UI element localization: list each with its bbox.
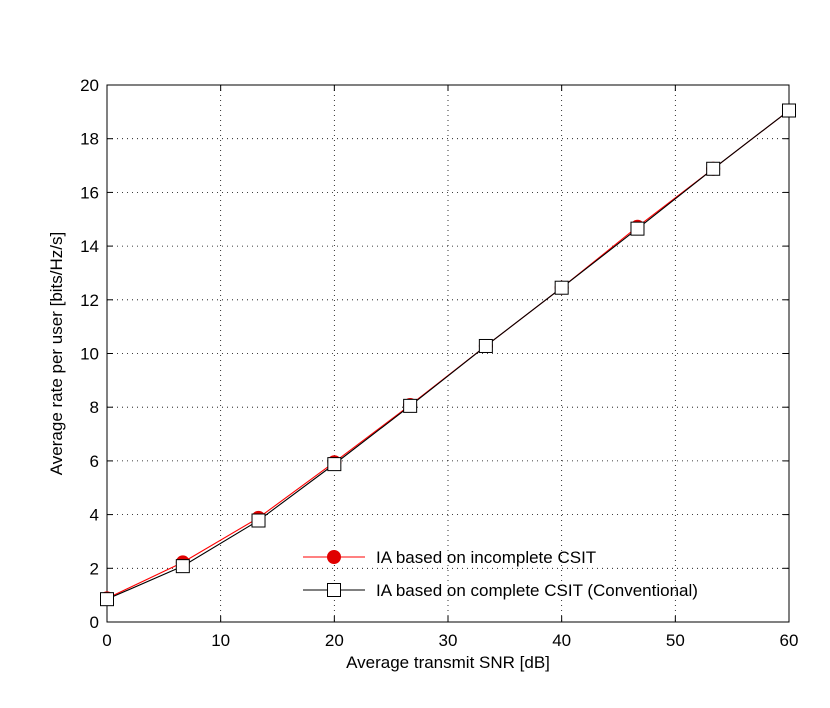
legend-marker-1 xyxy=(327,550,341,564)
x-axis-label: Average transmit SNR [dB] xyxy=(346,653,550,672)
y-tick-label: 4 xyxy=(90,506,99,525)
y-axis-label: Average rate per user [bits/Hz/s] xyxy=(47,232,66,475)
y-tick-label: 10 xyxy=(80,345,99,364)
x-tick-label: 0 xyxy=(102,631,111,650)
x-tick-label: 40 xyxy=(552,631,571,650)
series-2-point xyxy=(403,398,418,413)
series-2-point xyxy=(251,513,266,528)
tick-labels: 0 10 20 30 40 50 60 0 2 4 6 8 10 12 14 16 18 20 xyxy=(80,76,798,650)
x-tick-label: 30 xyxy=(439,631,458,650)
series-2-point xyxy=(630,221,645,236)
y-tick-label: 14 xyxy=(80,237,99,256)
y-tick-label: 8 xyxy=(90,398,99,417)
legend-marker-2 xyxy=(327,583,341,597)
y-tick-label: 2 xyxy=(90,559,99,578)
x-tick-label: 20 xyxy=(325,631,344,650)
series-layer xyxy=(100,103,796,607)
legend: IA based on incomplete CSIT IA based on c… xyxy=(303,548,698,600)
series-2-line xyxy=(106,110,790,600)
series-2 xyxy=(100,103,796,607)
series-2-point xyxy=(100,592,114,607)
x-tick-label: 10 xyxy=(211,631,230,650)
plot-frame xyxy=(106,84,790,623)
x-tick-label: 50 xyxy=(666,631,685,650)
x-tick-label: 60 xyxy=(780,631,799,650)
legend-label-2: IA based on complete CSIT (Conventional) xyxy=(376,581,698,600)
legend-label-1: IA based on incomplete CSIT xyxy=(376,548,596,567)
series-2-point xyxy=(554,280,569,295)
y-tick-label: 0 xyxy=(90,613,99,632)
y-tick-label: 18 xyxy=(80,130,99,149)
y-tick-label: 16 xyxy=(80,183,99,202)
series-2-point xyxy=(782,103,796,118)
y-tick-label: 20 xyxy=(80,76,99,95)
series-2-point xyxy=(327,457,342,472)
series-1 xyxy=(100,103,796,606)
series-2-point xyxy=(478,338,493,353)
y-tick-label: 6 xyxy=(90,452,99,471)
series-2-point xyxy=(175,559,190,574)
y-tick-label: 12 xyxy=(80,291,99,310)
series-2-point xyxy=(706,161,721,176)
grid xyxy=(107,85,789,622)
